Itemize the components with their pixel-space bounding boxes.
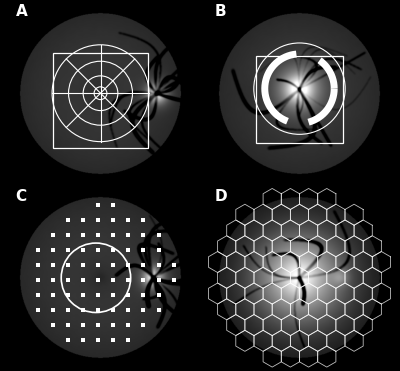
- Text: C: C: [16, 189, 27, 204]
- Bar: [256, 56, 343, 144]
- Text: B: B: [214, 4, 226, 19]
- Bar: [53, 53, 148, 148]
- Text: A: A: [16, 4, 27, 19]
- Text: D: D: [214, 189, 227, 204]
